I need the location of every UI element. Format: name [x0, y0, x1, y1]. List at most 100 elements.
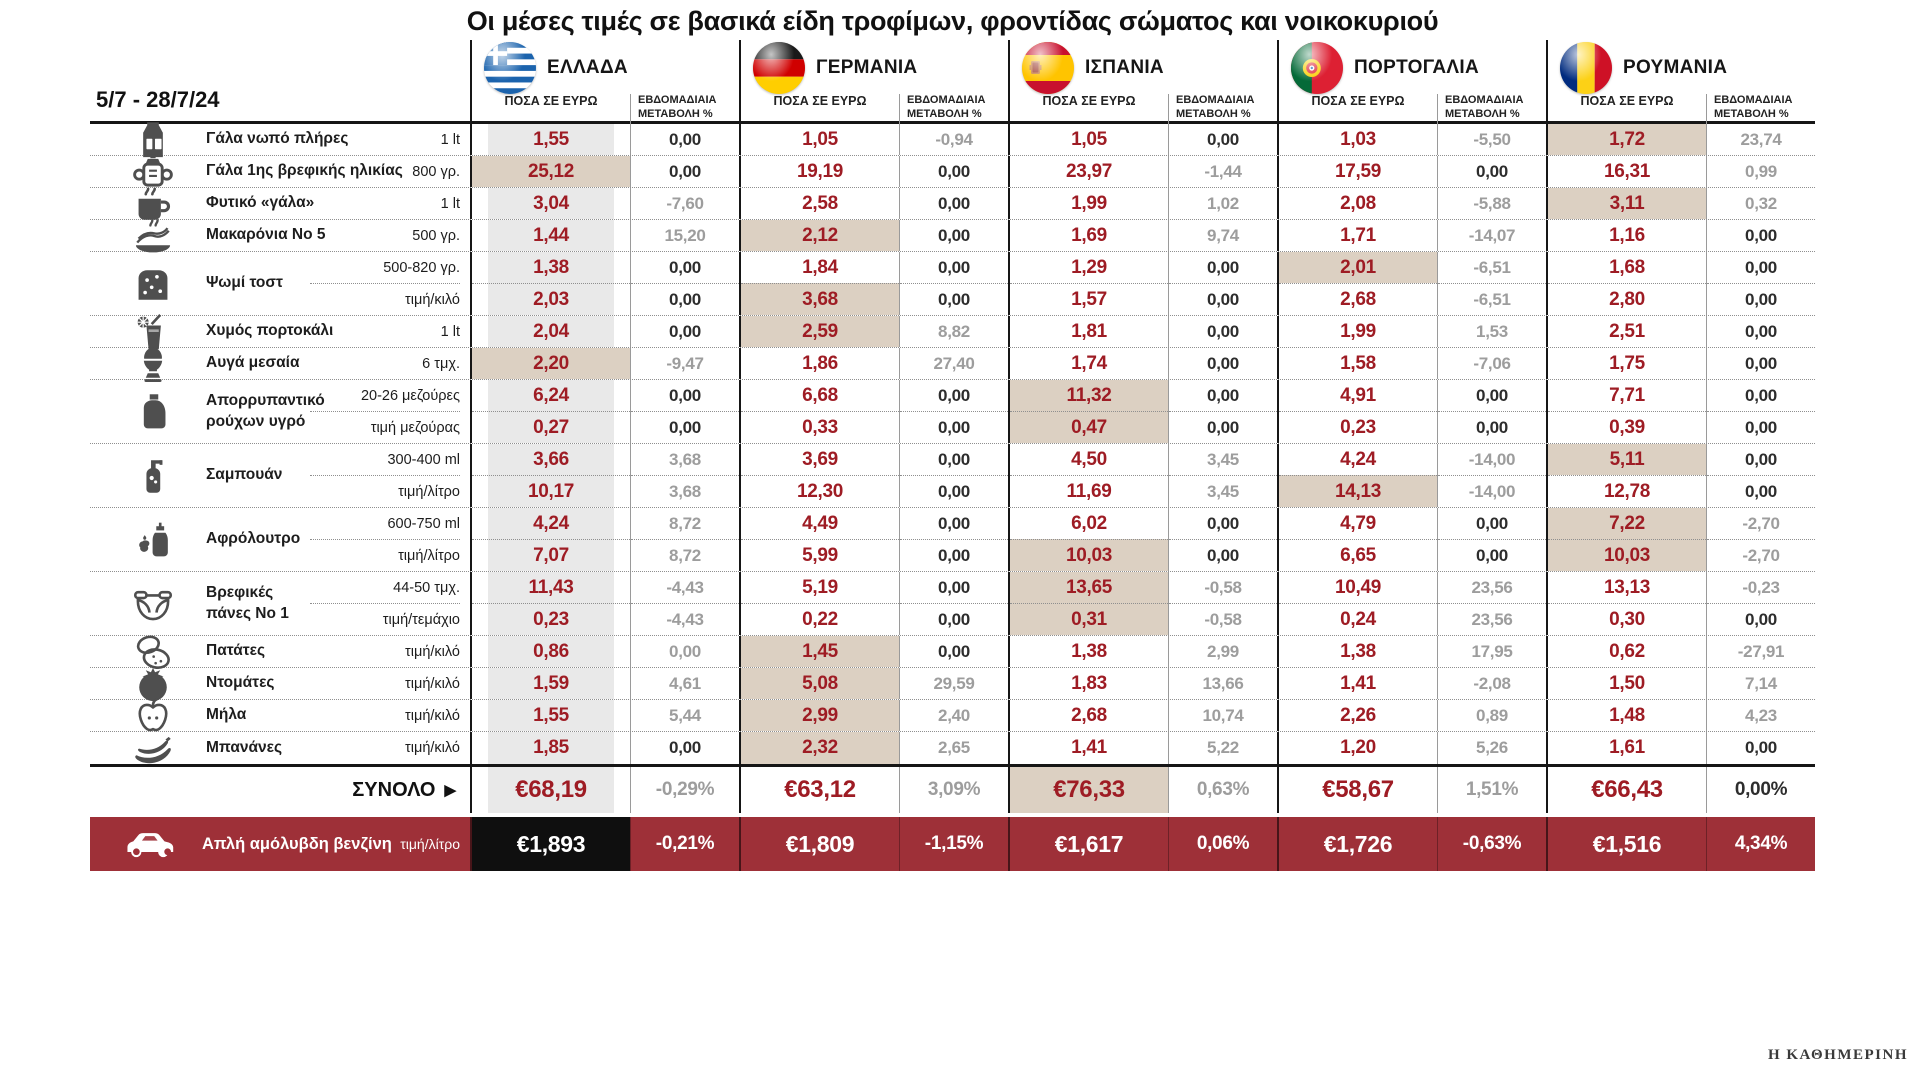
price-cell: 6,02 [1071, 512, 1107, 534]
price-cell: 1,41 [1071, 737, 1107, 758]
price-cell: 17,59 [1334, 160, 1382, 182]
product-name: Πατάτες [206, 642, 266, 660]
change-cell: 2,40 [938, 705, 970, 725]
fuel-change-cell: 4,34% [1734, 833, 1788, 854]
product-row: Αφρόλουτρο 600-750 ml τιμή/λίτρο 4,24 7,07 8,… [90, 508, 1815, 572]
change-cell: 0,00 [900, 475, 1008, 507]
change-column-header: ΕΒΔΟΜΑΔΙΑΙΑ ΜΕΤΑΒΟΛΗ % [1437, 94, 1546, 127]
change-cell: 0,00 [1707, 283, 1815, 315]
change-cell: 0,00 [900, 539, 1008, 571]
potatoes-icon [122, 631, 184, 673]
price-cell: 10,49 [1334, 576, 1382, 598]
change-cell: 0,00 [938, 513, 970, 533]
product-unit: τιμή/κιλό [405, 707, 460, 724]
fuel-change-cell: 0,06% [1196, 833, 1250, 854]
price-cell: 1,81 [1071, 320, 1107, 342]
change-cell: 0,00 [631, 411, 739, 443]
product-unit: 20-26 μεζούρες [360, 387, 460, 404]
price-cell: 4,24 [1340, 448, 1376, 470]
price-column-header: ΠΟΣΑ ΣΕ ΕΥΡΩ [504, 94, 598, 108]
product-row: Απορρυπαντικό ρούχων υγρό 20-26 μεζούρες τ… [90, 380, 1815, 444]
change-cell: 0,00 [938, 449, 970, 469]
change-cell: 0,00 [1745, 738, 1777, 757]
change-cell: -0,94 [935, 129, 973, 149]
price-cell: 0,62 [1609, 640, 1645, 662]
portugal-flag-icon [1291, 42, 1343, 94]
price-cell: 1,71 [1340, 224, 1376, 246]
change-cell: 0,00 [631, 283, 739, 315]
price-cell: 1,99 [1340, 320, 1376, 342]
price-cell: 2,01 [1279, 252, 1437, 283]
change-cell: 29,59 [933, 673, 975, 693]
juice-glass-icon [122, 311, 184, 353]
total-change-cell: 1,51% [1465, 779, 1519, 800]
change-cell: 8,82 [938, 321, 970, 341]
price-cell: 0,39 [1548, 411, 1706, 443]
price-cell: 0,27 [472, 411, 630, 443]
total-price-cell: €76,33 [1010, 767, 1168, 813]
change-cell: 0,00 [1707, 411, 1815, 443]
change-cell: 3,68 [669, 449, 701, 469]
change-cell: 0,00 [669, 738, 701, 757]
price-cell: 1,75 [1609, 352, 1645, 374]
product-unit: τιμή/κιλό [405, 740, 460, 756]
change-cell: 0,32 [1745, 193, 1777, 213]
price-cell: 1,72 [1548, 124, 1706, 155]
product-row: Σαμπουάν 300-400 ml τιμή/λίτρο 3,66 10,17 3,6… [90, 444, 1815, 508]
product-name: Μήλα [206, 706, 247, 724]
change-cell: 23,56 [1438, 603, 1546, 635]
change-cell: 0,00 [938, 225, 970, 245]
change-cell: -27,91 [1737, 641, 1785, 661]
change-cell: 2,65 [938, 738, 970, 757]
price-cell: 0,33 [741, 411, 899, 443]
fuel-price-cell: €1,809 [785, 830, 855, 857]
change-cell: -7,60 [666, 193, 704, 213]
change-cell: -4,43 [666, 577, 704, 597]
price-cell: 2,26 [1340, 704, 1376, 726]
publisher-logo: Η ΚΑΘΗΜΕΡΙΝΗ [1767, 1047, 1908, 1063]
price-cell: 3,68 [741, 283, 899, 315]
product-row: Βρεφικές πάνες Νο 1 44-50 τμχ. τιμή/τεμάχι… [90, 572, 1815, 636]
price-cell: 5,08 [741, 668, 899, 699]
price-cell: 10,03 [1010, 539, 1168, 571]
change-cell: 0,00 [669, 161, 701, 181]
price-cell: 19,19 [796, 160, 844, 182]
price-cell: 11,32 [1010, 380, 1168, 411]
price-cell: 1,69 [1071, 224, 1107, 246]
spain-flag-icon [1022, 42, 1074, 94]
price-cell: 1,68 [1609, 256, 1645, 278]
change-cell: 15,20 [664, 225, 706, 245]
country-header-romania: ΡΟΥΜΑΝΙΑ ΠΟΣΑ ΣΕ ΕΥΡΩ ΕΒΔΟΜΑΔΙΑΙΑ ΜΕΤΑΒΟΛ… [1546, 40, 1815, 127]
change-cell: 0,00 [900, 283, 1008, 315]
product-name: Αφρόλουτρο [206, 530, 301, 548]
price-cell: 2,99 [741, 700, 899, 731]
price-cell: 16,31 [1603, 160, 1651, 182]
product-name: Γάλα 1ης βρεφικής ηλικίας [206, 162, 403, 180]
change-cell: -2,70 [1742, 513, 1780, 533]
price-cell: 11,69 [1010, 475, 1168, 507]
price-cell: 0,86 [533, 640, 569, 662]
product-row: Ψωμί τοστ 500-820 γρ. τιμή/κιλό 1,38 2,03 0,0… [90, 252, 1815, 316]
price-cell: 1,55 [533, 128, 569, 150]
mug-icon [122, 183, 184, 225]
price-cell: 5,19 [802, 576, 838, 598]
product-unit: 1 lt [440, 195, 460, 212]
page-title: Οι μέσες τιμές σε βασικά είδη τροφίμων, … [466, 6, 1439, 36]
fuel-unit: τιμή/λίτρο [400, 836, 460, 852]
price-cell: 1,03 [1340, 128, 1376, 150]
price-cell: 1,57 [1010, 283, 1168, 315]
price-cell: 1,16 [1609, 224, 1645, 246]
change-cell: 7,14 [1745, 673, 1777, 693]
bananas-icon [122, 727, 184, 769]
change-cell: 0,00 [1207, 385, 1239, 405]
price-cell: 2,80 [1548, 283, 1706, 315]
change-cell: 5,44 [669, 705, 701, 725]
price-cell: 0,22 [741, 603, 899, 635]
change-cell: 8,72 [631, 539, 739, 571]
change-cell: 23,56 [1471, 577, 1513, 597]
price-cell: 1,05 [802, 128, 838, 150]
product-name: Ψωμί τοστ [206, 274, 283, 292]
price-cell: 1,44 [533, 224, 569, 246]
price-cell: 6,24 [533, 384, 569, 406]
total-price-cell: €58,67 [1322, 776, 1394, 803]
